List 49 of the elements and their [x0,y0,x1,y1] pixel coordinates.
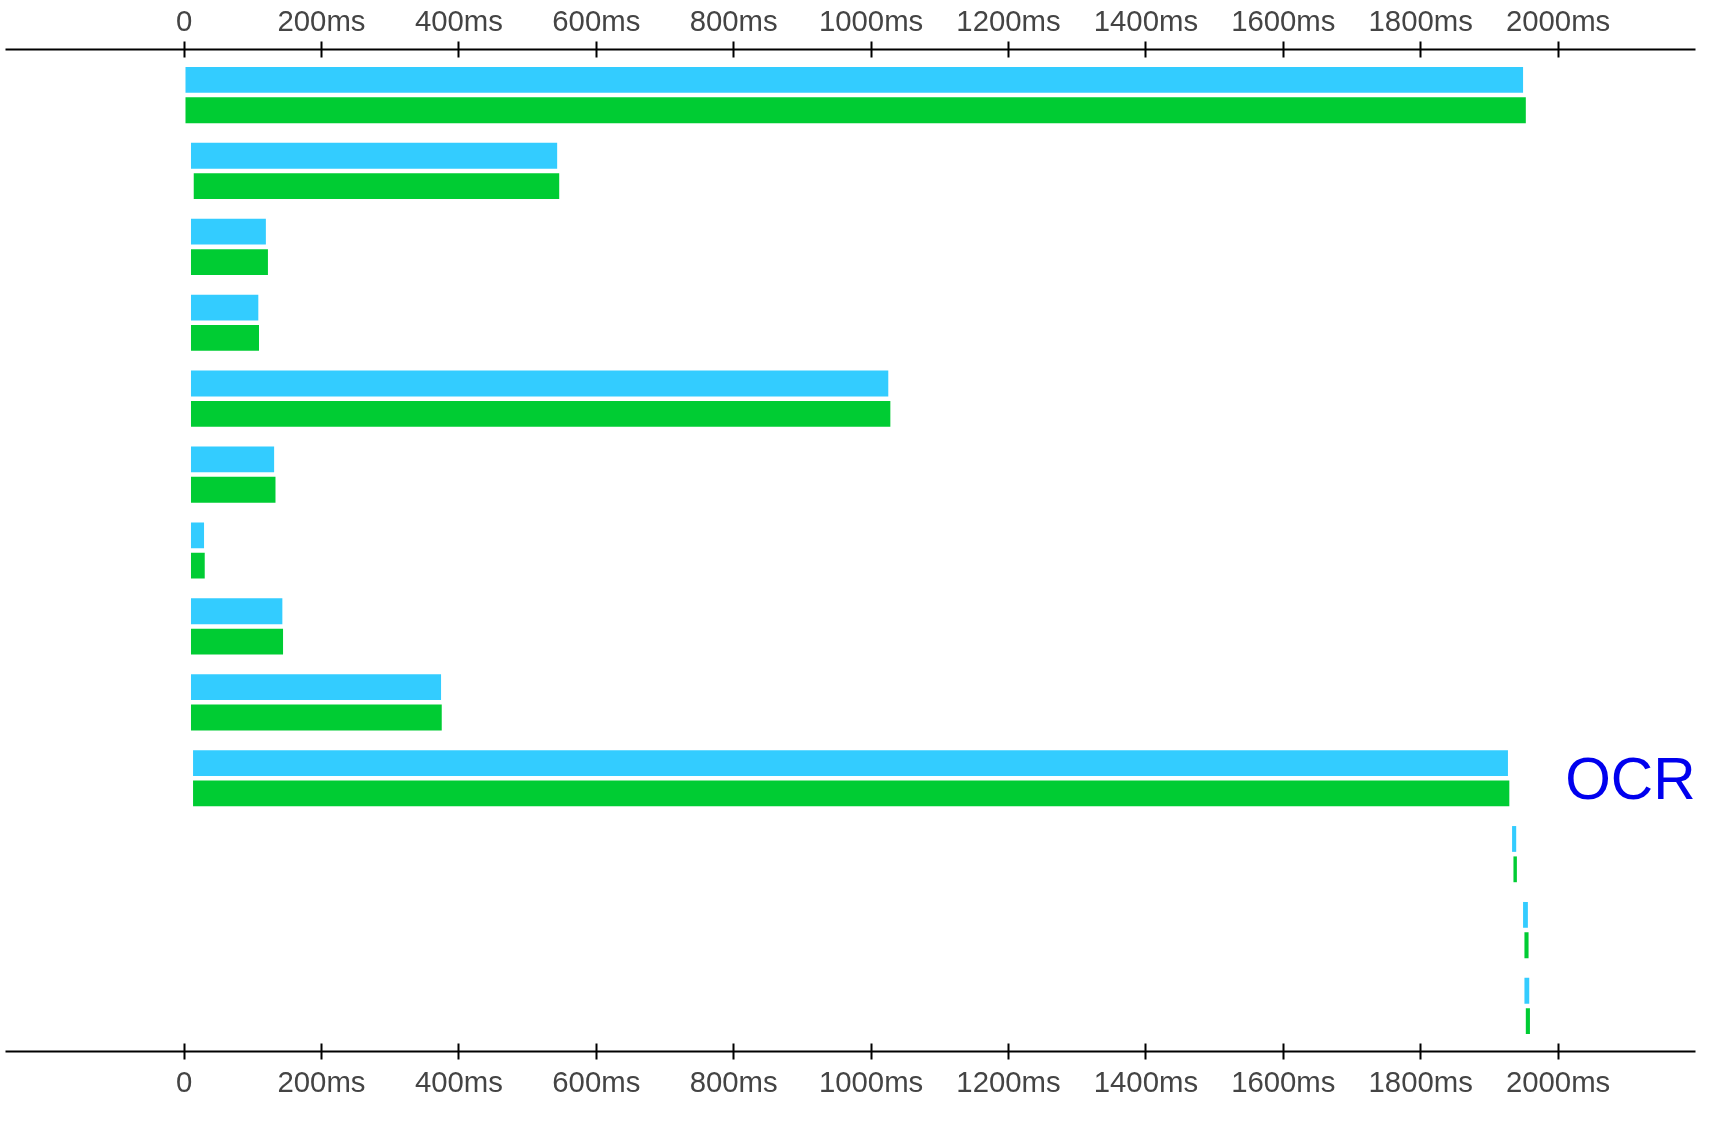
x-tick-label: 1800ms [1368,1064,1473,1098]
x-tick-label: 1200ms [956,1064,1061,1098]
bar [185,97,1526,124]
bar [190,628,284,655]
bar [190,400,891,427]
bar [193,750,1508,776]
x-tick-label: 1400ms [1093,1064,1199,1098]
x-tick-label: 600ms [552,1064,641,1098]
x2-tick-label: 800ms [689,3,778,37]
x2-tick-label: 1400ms [1093,3,1199,37]
x2-tick-label: 600ms [552,3,641,37]
x-tick-label: 2000ms [1505,1064,1611,1098]
x2-tick-label: 200ms [277,3,366,37]
x2-tick-label: 1800ms [1368,3,1473,37]
x2-tick-label: 1600ms [1231,3,1336,37]
bar [193,173,560,200]
bar [190,674,442,701]
x-tick-label: 0 [175,1064,193,1098]
x2-tick-label: 2000ms [1505,3,1611,37]
bar [185,66,1524,93]
bar [190,476,276,503]
bar [190,446,275,473]
bar [190,249,268,275]
bar [1524,932,1529,959]
bar [1512,826,1517,852]
x-tick-label: 1000ms [818,1064,924,1098]
bar [190,522,205,549]
bar [190,704,442,731]
bar [190,294,259,321]
bar [190,142,558,169]
annotation: OCR [1565,745,1696,811]
bar [193,780,1510,807]
x-tick-label: 800ms [689,1064,778,1098]
x2-tick-label: 1000ms [818,3,924,37]
bar [1513,856,1517,883]
bar [1523,901,1528,928]
x-tick-label: 400ms [414,1064,503,1098]
x-tick-label: 1600ms [1231,1064,1336,1098]
bar [190,552,205,579]
bar [1524,977,1530,1004]
bar [190,325,259,351]
bar [190,218,266,245]
x-tick-label: 200ms [277,1064,366,1098]
x2-tick-label: 1200ms [956,3,1061,37]
x2-tick-label: 0 [175,3,193,37]
bar [1525,1008,1530,1035]
bar [190,370,889,397]
bar [190,598,283,625]
x2-tick-label: 400ms [414,3,503,37]
